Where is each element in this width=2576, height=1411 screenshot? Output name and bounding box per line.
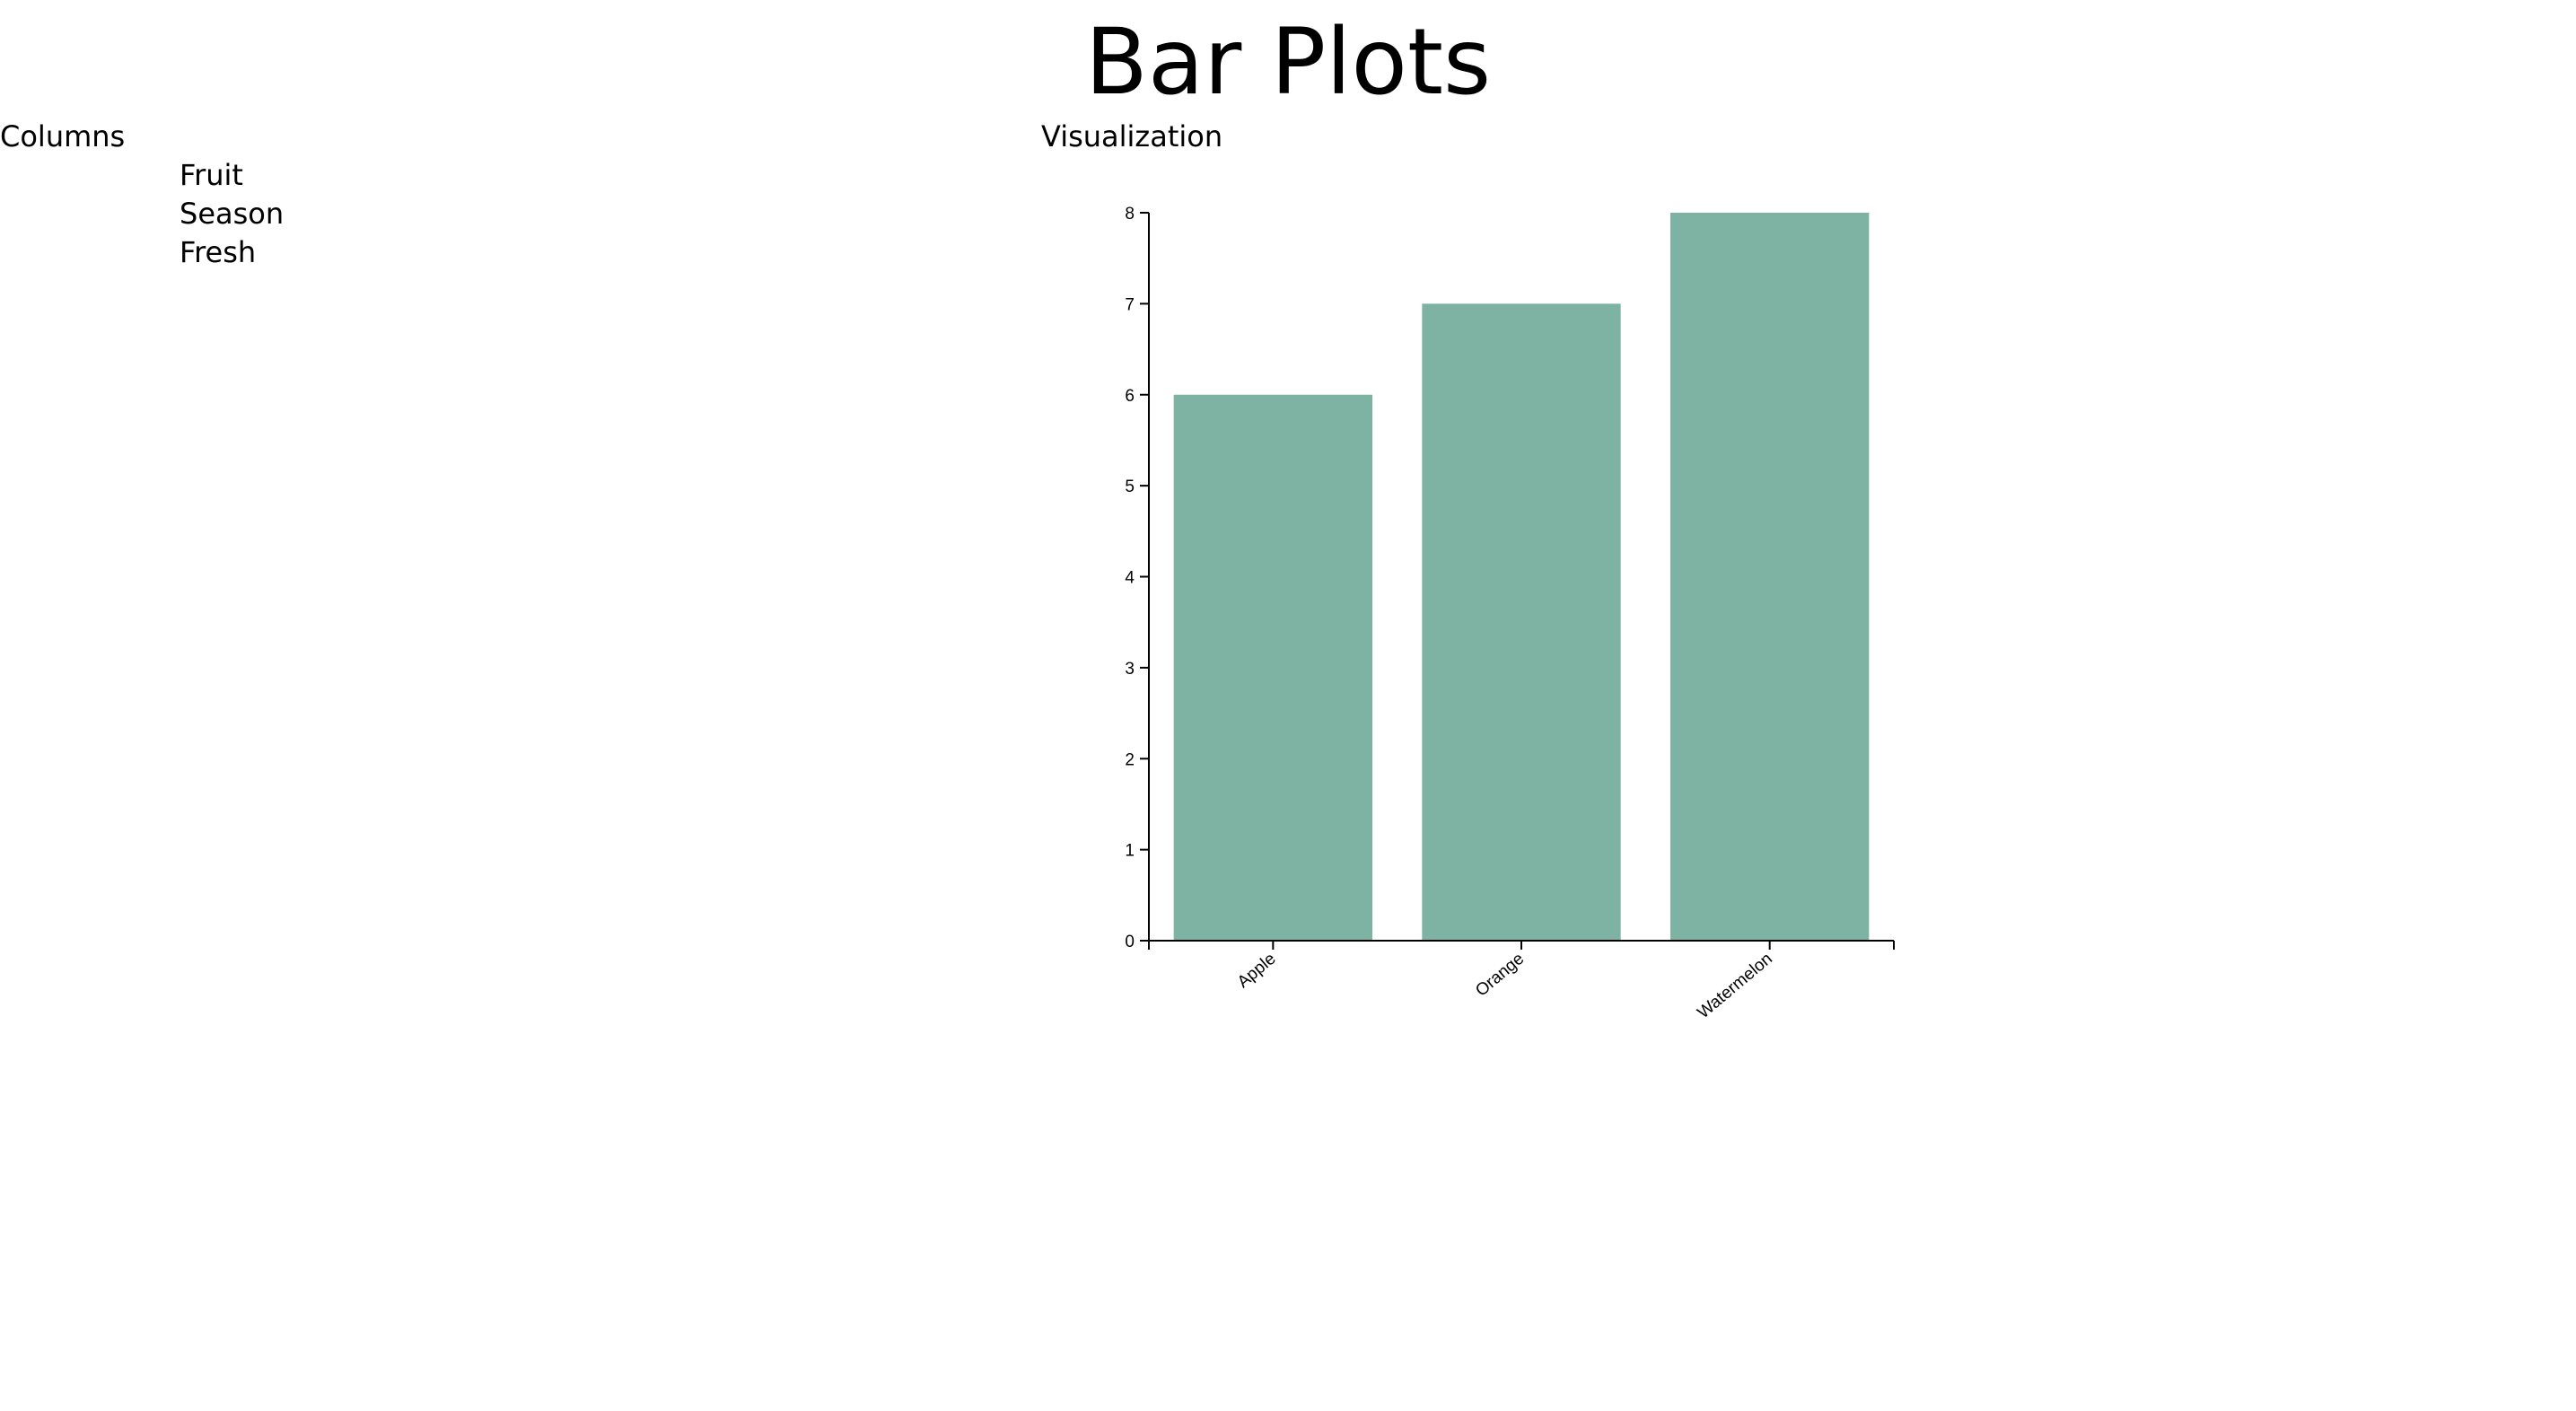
columns-panel: Columns Fruit Season Fresh xyxy=(0,117,987,272)
column-item-season[interactable]: Season xyxy=(180,197,285,231)
y-tick-label-4: 4 xyxy=(1125,569,1135,588)
x-tick-label-orange: Orange xyxy=(1472,950,1528,1001)
column-item-fresh[interactable]: Fresh xyxy=(180,235,257,269)
y-tick-label-3: 3 xyxy=(1125,660,1135,679)
y-tick-label-8: 8 xyxy=(1125,205,1135,223)
visualization-heading: Visualization xyxy=(1041,119,1223,153)
y-tick-label-5: 5 xyxy=(1125,478,1135,496)
bar-apple xyxy=(1173,394,1372,941)
bar-chart: 0 1 2 3 4 5 6 7 8 Apple Orange Watermelon xyxy=(1125,205,1895,1022)
x-tick-label-apple: Apple xyxy=(1234,950,1280,992)
visualization-panel: Visualization xyxy=(1041,117,1939,156)
y-tick-label-2: 2 xyxy=(1125,750,1135,769)
column-item-fruit[interactable]: Fruit xyxy=(180,158,243,192)
x-tick-label-watermelon: Watermelon xyxy=(1694,950,1775,1022)
y-tick-label-0: 0 xyxy=(1125,933,1135,951)
column-list: Fruit Season Fresh xyxy=(0,156,987,272)
bar-orange xyxy=(1422,303,1621,941)
bar-watermelon xyxy=(1670,213,1870,941)
page-title: Bar Plots xyxy=(1084,9,1492,116)
y-tick-label-6: 6 xyxy=(1125,387,1135,406)
columns-heading: Columns xyxy=(0,119,126,153)
y-tick-label-7: 7 xyxy=(1125,295,1135,314)
y-tick-label-1: 1 xyxy=(1125,842,1135,861)
